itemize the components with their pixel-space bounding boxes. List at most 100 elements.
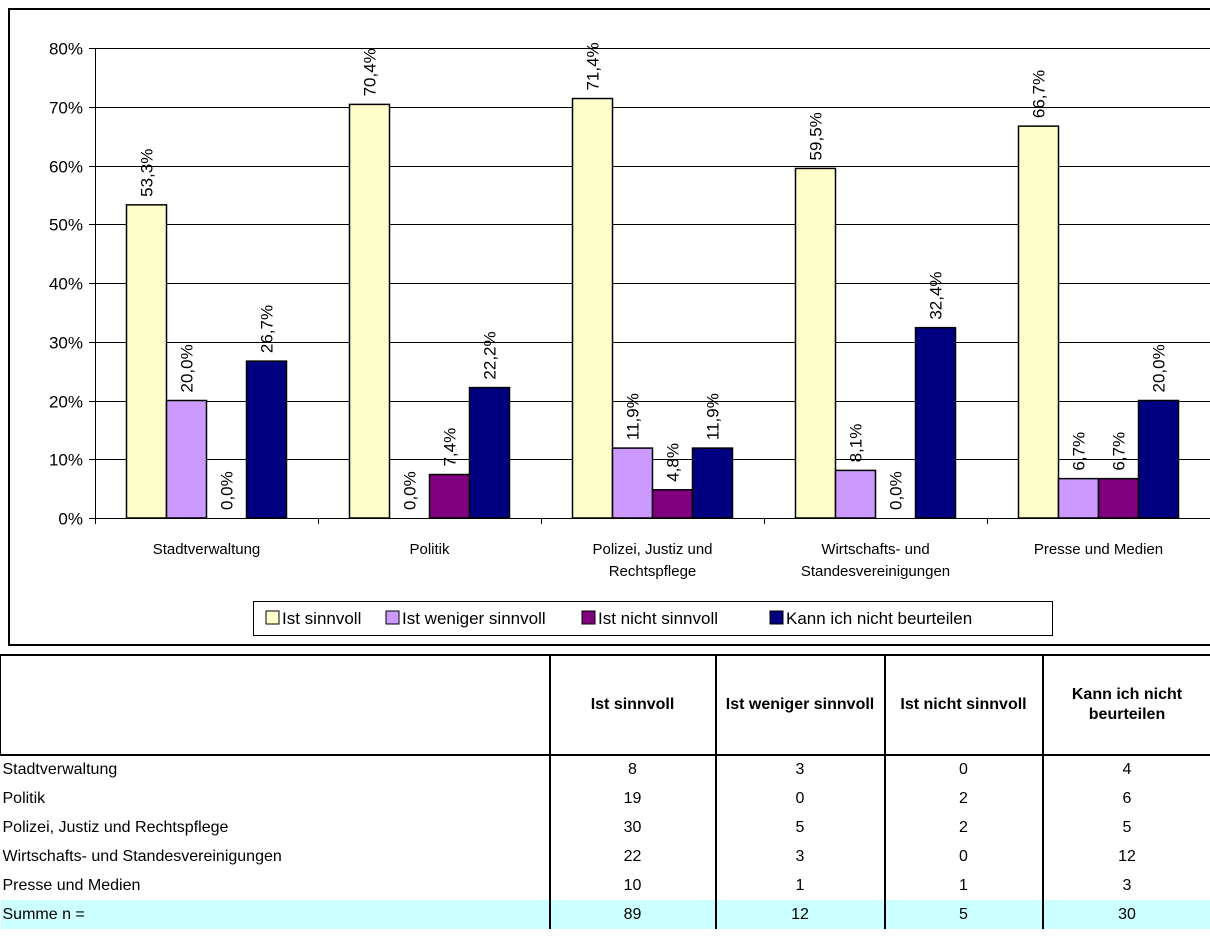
x-tick-label: Polizei, Justiz und (592, 541, 712, 558)
x-tick-label: Wirtschafts- und (821, 541, 929, 558)
bar (611, 447, 654, 519)
table-cell: 22 (548, 842, 717, 871)
table-cell: 3 (1041, 871, 1210, 900)
row-label: Politik (0, 784, 551, 813)
table-cell: 8 (548, 755, 717, 784)
table-cell: 30 (548, 813, 717, 842)
table-row: Stadtverwaltung 8 3 0 4 (0, 755, 1210, 784)
data-label: 71,4% (584, 42, 603, 90)
row-label: Stadtverwaltung (0, 755, 551, 784)
sum-row: Summe n = 89 12 5 30 (0, 900, 1210, 929)
bar (165, 399, 208, 519)
table-header-corner (0, 654, 551, 756)
table-cell: 6 (1041, 784, 1210, 813)
data-label: 6,7% (1110, 432, 1129, 471)
bar (834, 469, 877, 519)
row-label: Presse und Medien (0, 871, 551, 900)
bar (1017, 125, 1060, 519)
bar (348, 103, 391, 519)
x-tick-label: Stadtverwaltung (153, 541, 261, 558)
table-cell: 10 (548, 871, 717, 900)
table-cell: 2 (883, 784, 1044, 813)
bar (914, 326, 957, 519)
bar (1057, 477, 1100, 519)
table-cell: 0 (714, 784, 886, 813)
legend-swatch (265, 610, 280, 625)
y-tick-label: 0% (58, 510, 83, 529)
table-header-kann-ich-nicht-beurteilen: Kann ich nicht beurteilen (1041, 654, 1210, 756)
data-label: 20,0% (1150, 344, 1169, 392)
y-tick-label: 30% (49, 334, 83, 353)
legend-swatch (769, 610, 784, 625)
data-label: 4,8% (664, 443, 683, 482)
bar (1097, 477, 1140, 519)
bar (691, 447, 734, 519)
bar (468, 386, 511, 519)
table-cell: 3 (714, 755, 886, 784)
bar (245, 360, 288, 519)
sum-row-label: Summe n = (0, 900, 551, 929)
bar (651, 489, 694, 519)
legend-label: Kann ich nicht beurteilen (786, 609, 972, 628)
data-label: 20,0% (178, 344, 197, 392)
table-row: Polizei, Justiz und Rechtspflege 30 5 2 … (0, 813, 1210, 842)
bar (794, 167, 837, 519)
data-label: 0,0% (401, 471, 420, 510)
bar-chart: 0% 10% 20% 30% 40% 50% 60% 70% 80% 53,3% 20,0% 0,0%… (49, 40, 1210, 636)
table-cell: 5 (1041, 813, 1210, 842)
table-cell: 19 (548, 784, 717, 813)
table-cell: 3 (714, 842, 886, 871)
sum-cell: 12 (714, 900, 886, 929)
bar (125, 204, 168, 519)
chart-frame: 0% 10% 20% 30% 40% 50% 60% 70% 80% 53,3% 20,0% 0,0%… (8, 8, 1210, 646)
row-label: Polizei, Justiz und Rechtspflege (0, 813, 551, 842)
table-cell: 1 (714, 871, 886, 900)
legend-label: Ist weniger sinnvoll (402, 609, 546, 628)
table-cell: 4 (1041, 755, 1210, 784)
bar (428, 473, 471, 519)
y-tick-label: 60% (49, 158, 83, 177)
table-cell: 2 (883, 813, 1044, 842)
sum-cell: 89 (548, 900, 717, 929)
legend-swatch (581, 610, 596, 625)
data-label: 59,5% (807, 112, 826, 160)
data-label: 26,7% (258, 305, 277, 353)
bar (571, 97, 614, 519)
table-cell: 0 (883, 842, 1044, 871)
data-label: 53,3% (138, 149, 157, 197)
x-tick-label: Standesvereinigungen (801, 563, 950, 580)
data-label: 70,4% (361, 48, 380, 96)
x-tick-label: Presse und Medien (1034, 541, 1163, 558)
legend-swatch (385, 610, 400, 625)
data-label: 6,7% (1070, 432, 1089, 471)
data-table: Ist sinnvoll Ist weniger sinnvoll Ist ni… (0, 654, 1210, 929)
table-header-row: Ist sinnvoll Ist weniger sinnvoll Ist ni… (0, 654, 1210, 756)
table-header-ist-nicht-sinnvoll: Ist nicht sinnvoll (883, 654, 1044, 756)
sum-cell: 5 (883, 900, 1044, 929)
table-cell: 5 (714, 813, 886, 842)
y-tick-label: 10% (49, 451, 83, 470)
data-label: 66,7% (1030, 70, 1049, 118)
table-row: Presse und Medien 10 1 1 3 (0, 871, 1210, 900)
row-label: Wirtschafts- und Standesvereinigungen (0, 842, 551, 871)
y-tick-label: 40% (49, 275, 83, 294)
table-header-ist-sinnvoll: Ist sinnvoll (548, 654, 717, 756)
table-cell: 0 (883, 755, 1044, 784)
table-row: Wirtschafts- und Standesvereinigungen 22… (0, 842, 1210, 871)
table-row: Politik 19 0 2 6 (0, 784, 1210, 813)
sum-cell: 30 (1041, 900, 1210, 929)
data-label: 7,4% (441, 428, 460, 467)
data-label: 11,9% (624, 393, 643, 440)
table-cell: 12 (1041, 842, 1210, 871)
y-tick-label: 80% (49, 40, 83, 59)
data-label: 11,9% (704, 393, 723, 440)
x-tick-label: Politik (409, 541, 450, 558)
data-label: 22,2% (481, 331, 500, 379)
y-tick-label: 50% (49, 216, 83, 235)
x-tick-label: Rechtspflege (609, 563, 697, 580)
y-tick-label: 70% (49, 99, 83, 118)
legend-label: Ist nicht sinnvoll (598, 609, 718, 628)
table-header-ist-weniger-sinnvoll: Ist weniger sinnvoll (714, 654, 886, 756)
table-cell: 1 (883, 871, 1044, 900)
legend-label: Ist sinnvoll (282, 609, 361, 628)
